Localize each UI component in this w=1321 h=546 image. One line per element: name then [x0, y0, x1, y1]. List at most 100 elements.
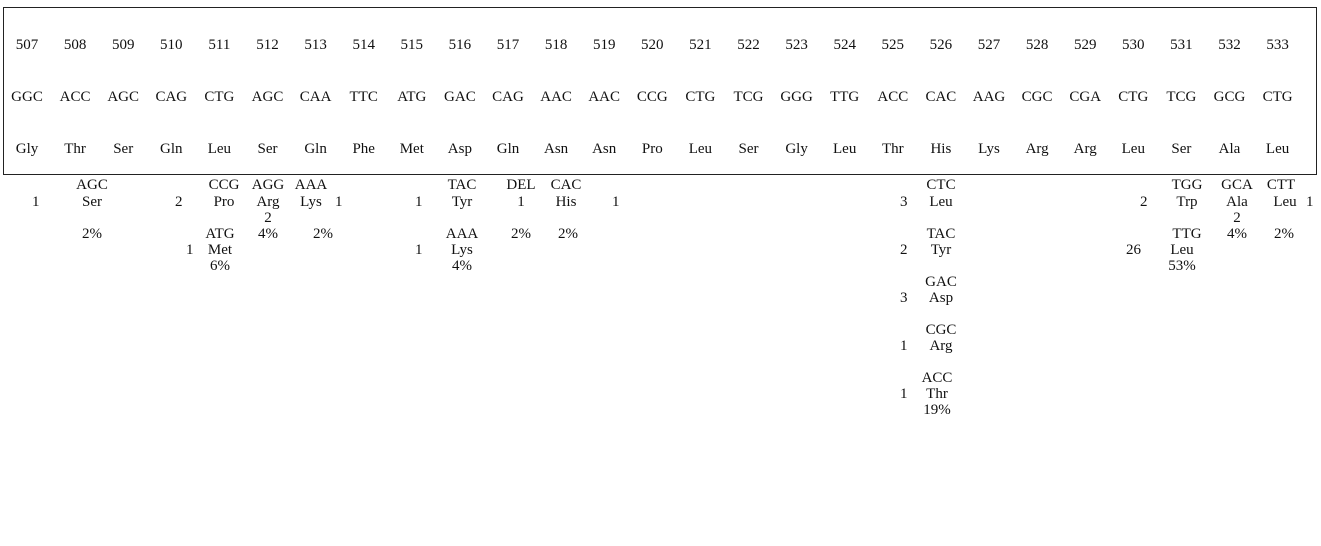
amino-acid: Ser: [738, 141, 759, 157]
mutation-aa: His: [555, 194, 577, 210]
amino-acid: Gln: [496, 141, 520, 157]
codon: CTG: [1262, 89, 1293, 105]
codon-position-row: 507 508 509 510 511 512 513 514 515 516 517 518 519 5…: [4, 35, 1316, 55]
codon-position: 531: [1170, 37, 1193, 53]
mutation-codon: AAA: [294, 177, 328, 193]
codon: ACC: [877, 89, 909, 105]
codon-position: 509: [111, 37, 135, 53]
mutation-codon: ATG: [205, 226, 235, 242]
codon-position: 518: [544, 37, 568, 53]
codon-position: 507: [15, 37, 39, 53]
mutation-count: 1: [1306, 194, 1314, 210]
mutation-percent: 19%: [923, 402, 951, 418]
mutation-count: 1: [415, 242, 423, 258]
mutation-count: 1: [900, 338, 908, 354]
mutation-percent: 6%: [210, 258, 230, 274]
mutation-aa: Tyr: [451, 194, 473, 210]
mutation-count: 2: [264, 210, 272, 226]
mutation-count: 2: [175, 194, 183, 210]
mutation-count: 1: [32, 194, 40, 210]
mutation-aa: Thr: [926, 386, 948, 402]
codon-position: 514: [352, 37, 375, 53]
amino-acid: Asn: [592, 141, 617, 157]
codon: CGC: [1021, 89, 1053, 105]
codon-position: 523: [785, 37, 808, 53]
codon-position: 527: [977, 37, 1001, 53]
mutation-aa: Tyr: [930, 242, 952, 258]
amino-acid: Thr: [64, 141, 86, 157]
codon-position: 533: [1266, 37, 1289, 53]
amino-acid: Gln: [160, 141, 183, 157]
amino-acid: Arg: [1073, 141, 1097, 157]
codon: AGC: [251, 89, 284, 105]
mutation-percent: 4%: [1227, 226, 1247, 242]
mutation-aa: Ser: [82, 194, 102, 210]
mutation-codon: GCA: [1221, 177, 1253, 193]
codon-position: 517: [496, 37, 520, 53]
mutation-codon: CCG: [208, 177, 240, 193]
codon: CTG: [685, 89, 716, 105]
mutation-percent: 2%: [1274, 226, 1294, 242]
codon: ACC: [59, 89, 91, 105]
mutation-aa: Leu: [929, 194, 953, 210]
codon-position: 528: [1025, 37, 1049, 53]
amino-acid: Ser: [113, 141, 134, 157]
amino-acid: His: [930, 141, 952, 157]
codon-position: 520: [641, 37, 664, 53]
mutation-count: 1: [900, 386, 908, 402]
amino-acid: Lys: [978, 141, 1000, 157]
mutation-codon: GAC: [925, 274, 957, 290]
mutation-aa: Trp: [1176, 194, 1198, 210]
codon: CCG: [636, 89, 668, 105]
amino-acid: Phe: [352, 141, 375, 157]
mutation-codon: CTT: [1266, 177, 1296, 193]
mutation-count: 3: [900, 194, 908, 210]
codon: CAG: [492, 89, 524, 105]
mutation-aa: Arg: [256, 194, 280, 210]
mutation-codon: TGG: [1171, 177, 1203, 193]
mutation-codon: CTC: [926, 177, 956, 193]
codon-position: 521: [689, 37, 712, 53]
amino-acid: Ala: [1218, 141, 1241, 157]
amino-acid: Thr: [881, 141, 904, 157]
mutation-count: 2: [900, 242, 908, 258]
mutation-aa: Pro: [213, 194, 235, 210]
mutation-codon: AAA: [445, 226, 479, 242]
amino-acid: Leu: [833, 141, 857, 157]
mutation-aa: Ala: [1226, 194, 1248, 210]
codon-sequence-row: GGC ACC AGC CAG CTG AGC CAA TTC ATG GAC CAG AAC AAC C…: [4, 87, 1316, 107]
codon-position: 524: [833, 37, 856, 53]
amino-acid: Met: [399, 141, 424, 157]
amino-acid: Leu: [1121, 141, 1145, 157]
mutation-count: 1: [612, 194, 620, 210]
codon-position: 530: [1122, 37, 1145, 53]
mutation-codon: TAC: [926, 226, 956, 242]
codon: CAA: [299, 89, 332, 105]
codon-position: 512: [256, 37, 279, 53]
mutation-codon: ACC: [921, 370, 953, 386]
mutation-count: 1: [335, 194, 343, 210]
codon: TTG: [830, 89, 860, 105]
codon-position: 513: [304, 37, 327, 53]
codon: CAC: [925, 89, 957, 105]
codon: CTG: [1118, 89, 1149, 105]
codon-position: 519: [592, 37, 616, 53]
mutation-aa: Lys: [451, 242, 473, 258]
codon-position: 522: [737, 37, 760, 53]
codon-position: 529: [1073, 37, 1097, 53]
codon: ATG: [397, 89, 427, 105]
codon: AAG: [972, 89, 1006, 105]
mutation-count: 1: [517, 194, 525, 210]
mutation-codon: AGG: [251, 177, 285, 193]
mutation-count: 2: [1140, 194, 1148, 210]
mutation-aa: Leu: [1273, 194, 1297, 210]
codon-position: 532: [1218, 37, 1241, 53]
amino-acid: Ser: [1171, 141, 1192, 157]
codon: TCG: [733, 89, 764, 105]
mutation-percent: 2%: [511, 226, 531, 242]
mutation-count: 1: [186, 242, 194, 258]
mutation-codon: DEL: [506, 177, 536, 193]
mutation-percent: 4%: [258, 226, 278, 242]
amino-acid: Gly: [785, 141, 808, 157]
mutation-count: 3: [900, 290, 908, 306]
